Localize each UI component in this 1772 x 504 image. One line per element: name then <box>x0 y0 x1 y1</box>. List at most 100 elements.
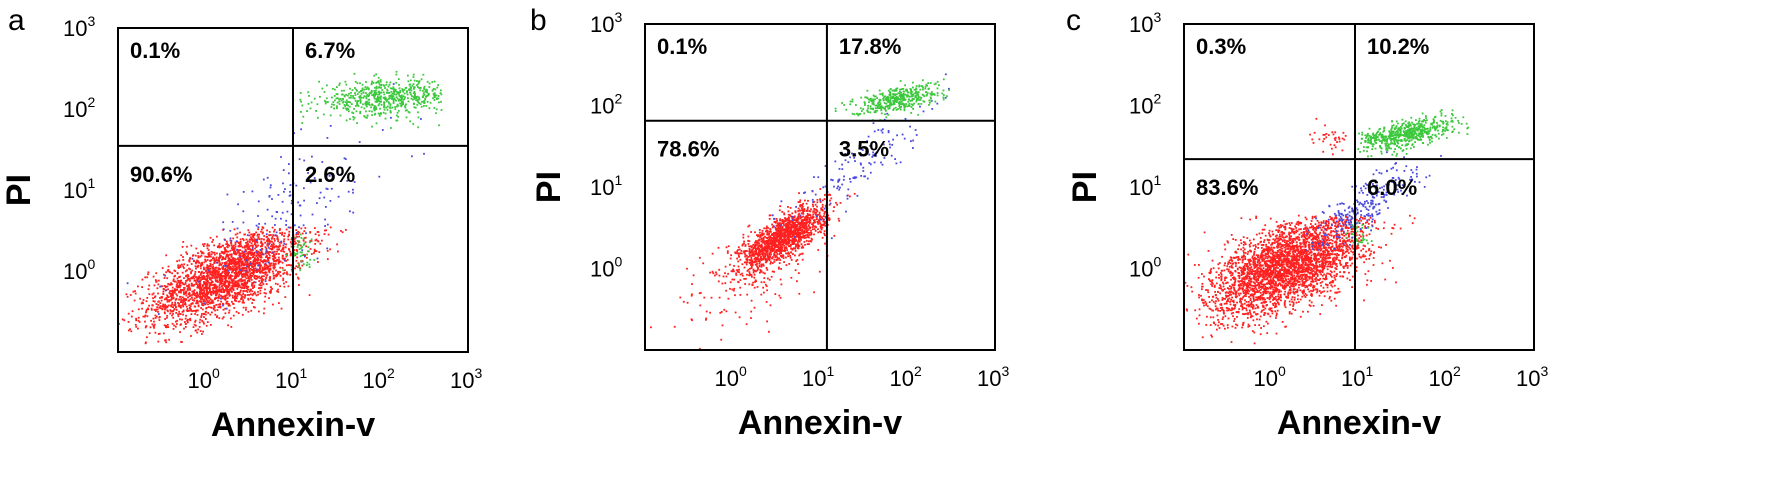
scatter-point <box>257 291 259 293</box>
scatter-point <box>789 214 791 216</box>
scatter-point <box>423 85 426 88</box>
scatter-point <box>232 270 234 273</box>
scatter-point <box>800 212 803 215</box>
scatter-point <box>772 234 775 236</box>
scatter-point <box>199 283 202 286</box>
scatter-point <box>783 237 786 240</box>
scatter-point <box>289 194 292 197</box>
scatter-point <box>159 297 161 299</box>
scatter-point <box>190 263 193 265</box>
scatter-point <box>242 274 245 276</box>
scatter-point <box>277 271 279 273</box>
scatter-point <box>249 272 252 275</box>
scatter-point <box>240 252 243 255</box>
scatter-point <box>217 272 220 275</box>
scatter-point <box>172 316 175 319</box>
scatter-point <box>228 290 230 293</box>
scatter-point <box>210 293 212 295</box>
scatter-point <box>270 289 272 291</box>
scatter-point <box>823 221 826 224</box>
scatter-point <box>301 232 304 235</box>
scatter-point <box>230 255 233 257</box>
scatter-point <box>865 150 867 153</box>
scatter-point <box>412 92 415 94</box>
scatter-point <box>781 211 784 213</box>
scatter-point <box>785 256 787 259</box>
scatter-point <box>219 277 221 279</box>
scatter-point <box>236 248 238 251</box>
scatter-point <box>778 230 781 232</box>
scatter-point <box>774 254 777 257</box>
scatter-point <box>257 233 259 236</box>
scatter-point <box>271 237 273 240</box>
scatter-point <box>299 251 302 254</box>
scatter-point <box>796 216 799 219</box>
scatter-point <box>409 91 412 94</box>
scatter-point <box>244 261 247 263</box>
scatter-point <box>732 289 735 292</box>
scatter-point <box>692 274 695 277</box>
scatter-point <box>379 98 382 100</box>
scatter-point <box>203 298 205 301</box>
scatter-point <box>778 224 781 226</box>
scatter-point <box>833 234 836 237</box>
scatter-point <box>169 304 172 307</box>
scatter-point <box>211 290 214 293</box>
scatter-point <box>783 238 786 241</box>
scatter-point <box>167 304 170 307</box>
scatter-point <box>146 315 149 318</box>
scatter-point <box>790 247 793 250</box>
scatter-point <box>823 232 826 235</box>
scatter-point <box>148 332 151 335</box>
scatter-point <box>425 105 428 107</box>
scatter-point <box>204 303 206 306</box>
scatter-point <box>343 89 345 92</box>
scatter-point <box>266 274 269 276</box>
scatter-point <box>792 234 794 237</box>
scatter-point <box>439 92 442 94</box>
scatter-point <box>228 277 231 280</box>
scatter-point <box>802 234 805 237</box>
scatter-point <box>159 302 162 304</box>
scatter-point <box>775 232 778 235</box>
scatter-point <box>306 261 309 264</box>
scatter-point <box>269 240 272 243</box>
scatter-point <box>224 289 226 291</box>
scatter-point <box>224 256 227 259</box>
scatter-point <box>213 257 216 260</box>
scatter-point <box>225 307 228 310</box>
scatter-point <box>335 93 338 95</box>
scatter-point <box>207 249 210 251</box>
scatter-point <box>232 244 235 247</box>
scatter-point <box>760 237 763 240</box>
scatter-point <box>238 265 241 267</box>
scatter-point <box>434 88 437 91</box>
scatter-point <box>199 287 201 290</box>
scatter-point <box>167 265 170 268</box>
scatter-point <box>184 303 187 306</box>
scatter-point <box>151 304 154 307</box>
scatter-point <box>224 264 227 267</box>
scatter-point <box>209 265 212 268</box>
quadrant-upper-left-label: 0.1% <box>130 38 180 63</box>
scatter-point <box>746 258 749 261</box>
scatter-point <box>202 330 204 333</box>
scatter-point <box>206 283 209 285</box>
scatter-point <box>401 96 404 99</box>
scatter-point <box>808 234 811 236</box>
scatter-point <box>776 258 779 261</box>
scatter-point <box>176 323 178 325</box>
scatter-point <box>404 106 407 109</box>
scatter-point <box>153 323 156 326</box>
scatter-point <box>784 220 787 223</box>
scatter-point <box>328 174 331 177</box>
scatter-point <box>201 293 204 296</box>
scatter-point <box>357 100 360 102</box>
scatter-point <box>809 214 812 216</box>
scatter-point <box>812 213 815 216</box>
scatter-point <box>266 229 268 232</box>
scatter-point <box>169 292 172 295</box>
scatter-point <box>178 313 181 315</box>
scatter-point <box>176 286 179 289</box>
scatter-point <box>195 281 198 284</box>
